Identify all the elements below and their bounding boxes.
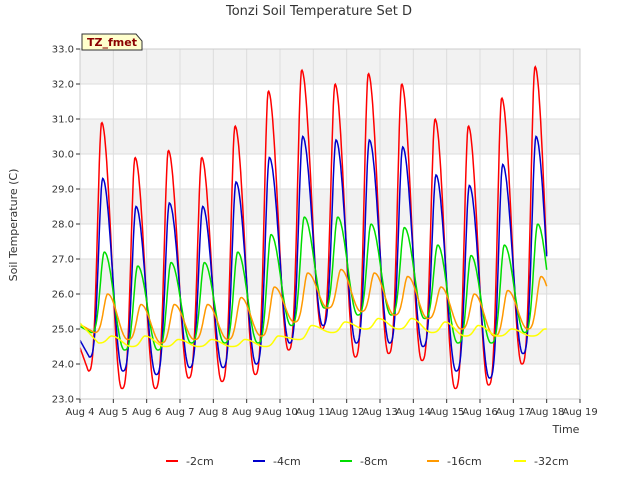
x-tick-label: Aug 10 [262,407,297,418]
y-tick-label: 24.0 [52,360,74,371]
legend-label: -32cm [534,455,569,468]
x-tick-label: Aug 19 [562,407,597,418]
x-tick-label: Aug 16 [462,407,497,418]
series-line-minus-16cm [79,268,548,344]
site-label-box: TZ_fmet [81,33,143,51]
x-tick-label: Aug 18 [529,407,564,418]
y-tick-label: 28.0 [52,220,74,231]
x-tick-label: Aug 9 [232,407,261,418]
y-tick-label: 23.0 [52,395,74,406]
series-line-minus-4cm [79,135,548,379]
x-tick-label: Aug 4 [65,407,94,418]
y-axis-label: Soil Temperature (C) [7,169,20,282]
plot-band [80,49,580,84]
chart-title: Tonzi Soil Temperature Set D [225,4,412,19]
site-label: TZ_fmet [87,36,137,49]
x-tick-label: Aug 15 [429,407,464,418]
y-tick-label: 32.0 [52,80,74,91]
series-line-minus-8cm [79,216,548,351]
x-tick-label: Aug 12 [329,407,364,418]
y-tick-label: 30.0 [52,150,74,161]
x-tick-label: Aug 11 [296,407,331,418]
legend: -2cm -4cm -8cm -16cm -32cm [166,455,569,468]
legend-label: -16cm [447,455,482,468]
y-axis-ticks: 23.0 24.0 25.0 26.0 27.0 28.0 29.0 30.0 31.0 32.0… [52,45,80,406]
x-tick-label: Aug 5 [99,407,128,418]
plot-band [80,119,580,154]
x-tick-label: Aug 13 [362,407,397,418]
legend-label: -8cm [360,455,388,468]
x-tick-label: Aug 14 [396,407,431,418]
y-tick-label: 29.0 [52,185,74,196]
y-tick-label: 31.0 [52,115,74,126]
x-axis-label: Time [552,423,580,436]
x-tick-label: Aug 6 [132,407,161,418]
series-line-minus-32cm [79,317,547,348]
y-tick-label: 33.0 [52,45,74,56]
legend-label: -4cm [273,455,301,468]
x-tick-label: Aug 8 [199,407,228,418]
x-tick-label: Aug 17 [496,407,531,418]
x-axis-ticks: Aug 4 Aug 5 Aug 6 Aug 7 Aug 8 Aug 9 Aug 10Aug … [65,399,598,418]
y-tick-label: 25.0 [52,325,74,336]
y-tick-label: 27.0 [52,255,74,266]
legend-label: -2cm [186,455,214,468]
y-tick-label: 26.0 [52,290,74,301]
series-lines [79,65,548,390]
x-tick-label: Aug 7 [165,407,194,418]
